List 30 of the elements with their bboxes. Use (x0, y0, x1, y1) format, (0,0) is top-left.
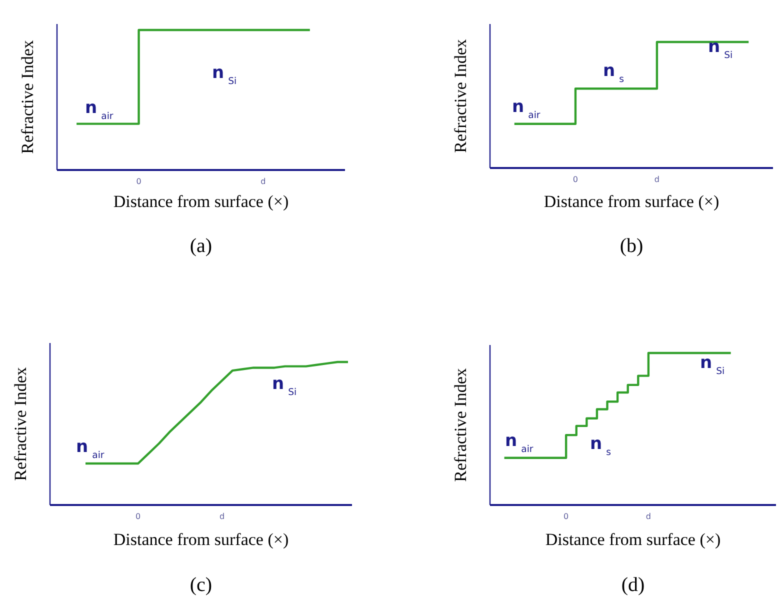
text: (c) (190, 574, 212, 596)
y-axis-title: Refractive Index (18, 40, 37, 154)
annotation: n$_{Si}$ (708, 37, 733, 60)
x-axis-title: Distance from surface (×) (545, 530, 721, 549)
x-axis-title: Distance from surface (×) (113, 530, 289, 549)
text: (d) (621, 574, 645, 596)
annotation: n$_{s}$ (603, 61, 624, 84)
y-axis-title: Refractive Index (450, 38, 470, 153)
x-axis-title: Distance from surface (×) (113, 192, 289, 211)
text: (b) (620, 235, 644, 257)
x-axis-title: Distance from surface (×) (544, 192, 720, 211)
x-tick-label: d (260, 177, 266, 186)
text: (a) (190, 235, 212, 257)
annotation: n$_{s}$ (590, 434, 612, 458)
annotation: n$_{Si}$ (272, 374, 297, 398)
annotation: n$_{air}$ (512, 97, 540, 120)
x-tick-label: d (654, 175, 660, 184)
x-tick-label: 0 (572, 175, 578, 184)
x-tick-label: d (646, 512, 651, 521)
annotation: n$_{Si}$ (700, 353, 725, 376)
annotation: n$_{air}$ (505, 431, 534, 454)
x-tick-label: 0 (564, 512, 569, 521)
x-tick-label: 0 (136, 177, 142, 186)
annotation: n$_{air}$ (85, 98, 114, 122)
annotation: n$_{air}$ (76, 437, 104, 460)
y-axis-title: Refractive Index (10, 366, 30, 481)
y-axis-title: Refractive Index (450, 368, 470, 482)
x-tick-label: d (219, 512, 225, 521)
annotation: n$_{Si}$ (212, 63, 237, 86)
x-tick-label: 0 (135, 512, 141, 521)
